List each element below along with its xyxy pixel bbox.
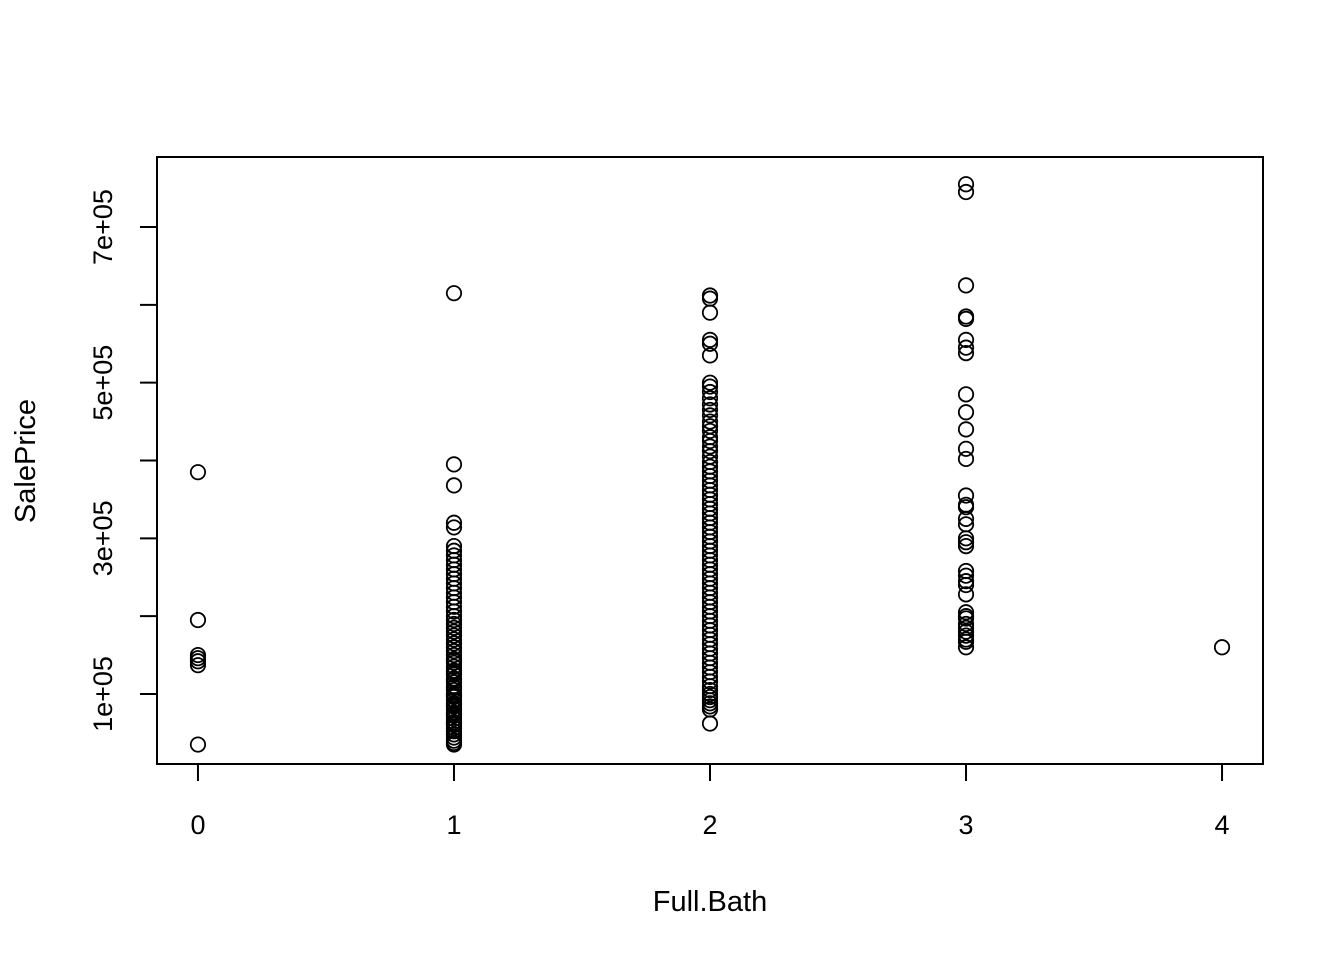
data-point	[701, 383, 719, 401]
data-point	[445, 514, 463, 531]
data-point	[445, 285, 463, 302]
data-point	[957, 576, 975, 594]
data-point	[701, 331, 719, 348]
data-point	[957, 450, 975, 468]
x-axis: 0 1 2 3 4	[190, 763, 1230, 840]
data-point	[957, 510, 975, 527]
y-tick-label: 1e+05	[88, 656, 118, 732]
data-point	[445, 519, 463, 536]
data-point	[957, 421, 975, 438]
data-point	[957, 386, 975, 403]
data-point	[445, 635, 463, 652]
data-point	[701, 378, 719, 395]
data-point	[957, 604, 975, 621]
data-point	[445, 631, 463, 648]
data-point	[445, 477, 463, 494]
data-point	[957, 567, 975, 584]
x-tick-label: 2	[702, 810, 717, 840]
data-point	[445, 715, 463, 732]
data-point	[701, 413, 719, 430]
data-point	[701, 347, 719, 364]
data-point	[957, 310, 975, 327]
x-tick-label: 1	[446, 810, 461, 840]
data-point	[957, 573, 975, 590]
data-point	[957, 345, 975, 362]
data-point	[701, 432, 719, 450]
data-point	[701, 422, 719, 440]
data-point	[445, 603, 463, 620]
data-point	[445, 611, 463, 629]
data-point	[957, 633, 975, 650]
data-point	[445, 615, 463, 633]
data-point	[445, 652, 463, 669]
data-point	[957, 639, 975, 656]
data-point	[445, 627, 463, 644]
data-point	[957, 331, 975, 348]
data-point	[957, 176, 975, 193]
x-tick-label: 3	[959, 810, 974, 840]
data-point	[701, 681, 719, 699]
data-point	[445, 598, 463, 615]
data-point	[445, 646, 463, 664]
data-point	[445, 643, 463, 660]
data-point	[957, 487, 975, 504]
data-point	[957, 440, 975, 457]
data-point	[445, 658, 463, 675]
data-point	[957, 339, 975, 356]
data-point	[957, 499, 975, 516]
data-point	[957, 277, 975, 294]
x-tick-label: 0	[190, 810, 205, 840]
data-point	[445, 679, 463, 696]
data-point	[957, 183, 975, 201]
y-axis: 1e+05 3e+05 5e+05 7e+05	[88, 189, 158, 732]
data-point	[701, 396, 719, 413]
data-point	[701, 668, 719, 685]
data-point	[189, 736, 207, 753]
data-points	[189, 176, 1231, 753]
y-tick-label: 7e+05	[88, 189, 118, 265]
data-point	[957, 538, 975, 555]
data-point	[445, 687, 463, 704]
y-axis-label: SalePrice	[10, 399, 42, 523]
data-point	[701, 401, 719, 419]
data-point	[445, 671, 463, 689]
data-point	[445, 736, 463, 753]
data-point	[957, 623, 975, 640]
data-point	[957, 627, 975, 644]
data-point	[445, 623, 463, 640]
data-point	[957, 404, 975, 421]
data-point	[1213, 639, 1231, 656]
data-point	[701, 673, 719, 690]
data-point	[701, 390, 719, 407]
x-axis-label: Full.Bath	[653, 886, 767, 918]
data-point	[957, 534, 975, 551]
data-point	[189, 653, 207, 670]
data-point	[701, 407, 719, 424]
data-point	[445, 639, 463, 656]
data-point	[445, 696, 463, 713]
data-point	[701, 443, 719, 460]
data-point	[957, 586, 975, 603]
data-point	[957, 615, 975, 633]
data-point	[445, 456, 463, 473]
data-point	[189, 611, 207, 629]
data-point	[445, 619, 463, 636]
data-point	[701, 438, 719, 455]
data-point	[701, 374, 719, 391]
y-tick-label: 3e+05	[88, 500, 118, 576]
data-point	[701, 335, 719, 352]
data-point	[189, 464, 207, 481]
data-point	[701, 715, 719, 732]
data-point	[445, 664, 463, 681]
data-point	[701, 304, 719, 321]
data-point	[445, 706, 463, 723]
data-point	[957, 530, 975, 547]
y-tick-label: 5e+05	[88, 345, 118, 421]
x-tick-label: 4	[1215, 810, 1230, 840]
data-point	[957, 610, 975, 627]
data-point	[445, 608, 463, 625]
data-point	[189, 657, 207, 674]
